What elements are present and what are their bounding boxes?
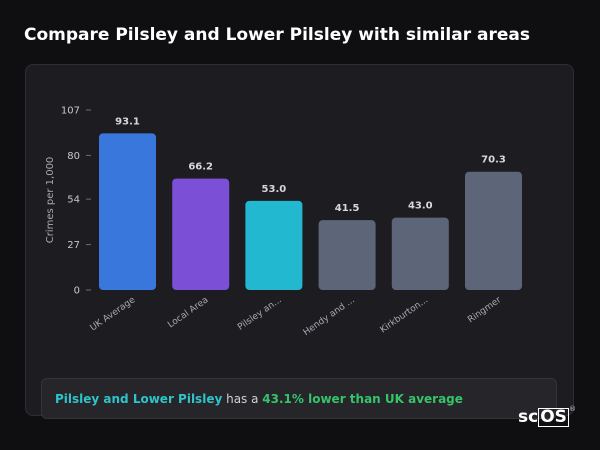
page-title: Compare Pilsley and Lower Pilsley with s…	[24, 25, 530, 45]
x-tick-label: Ringmer	[466, 295, 503, 325]
bar-value-label: 43.0	[408, 201, 433, 212]
y-tick-label: 54	[67, 195, 80, 206]
x-tick-label: Pilsley an...	[236, 295, 283, 332]
y-tick-label: 27	[67, 240, 80, 251]
x-tick-label: Local Area	[166, 295, 210, 330]
bar-value-label: 70.3	[481, 155, 506, 166]
bar-value-label: 41.5	[335, 203, 360, 214]
bar-value-label: 66.2	[188, 162, 213, 173]
bar-3	[245, 200, 303, 290]
y-axis-label: Crimes per 1,000	[45, 157, 56, 244]
bar-4	[318, 220, 376, 290]
x-tick-label: Hendy and ...	[302, 295, 357, 338]
bar-value-label: 93.1	[115, 116, 140, 127]
y-tick-label: 107	[61, 106, 80, 117]
x-tick-label: UK Average	[89, 295, 138, 333]
y-tick-label: 80	[67, 151, 80, 162]
bar-value-label: 53.0	[262, 184, 287, 195]
y-tick-label: 0	[74, 286, 80, 297]
summary-box: Pilsley and Lower Pilsley has a 43.1% lo…	[41, 378, 557, 419]
brand-prefix: sc	[518, 407, 539, 427]
summary-place: Pilsley and Lower Pilsley	[55, 392, 223, 406]
bar-6	[465, 171, 522, 290]
bar-2	[172, 178, 230, 290]
brand-boxed: OS	[538, 407, 569, 427]
brand-mark: ®	[569, 405, 576, 413]
bar-1	[99, 133, 156, 290]
summary-connector: has a	[222, 392, 263, 406]
x-tick-label: Kirkburton...	[379, 295, 430, 335]
bar-5	[391, 217, 449, 290]
summary-stat: 43.1% lower than UK average	[262, 392, 463, 406]
brand-logo: sc OS ®	[518, 405, 576, 427]
